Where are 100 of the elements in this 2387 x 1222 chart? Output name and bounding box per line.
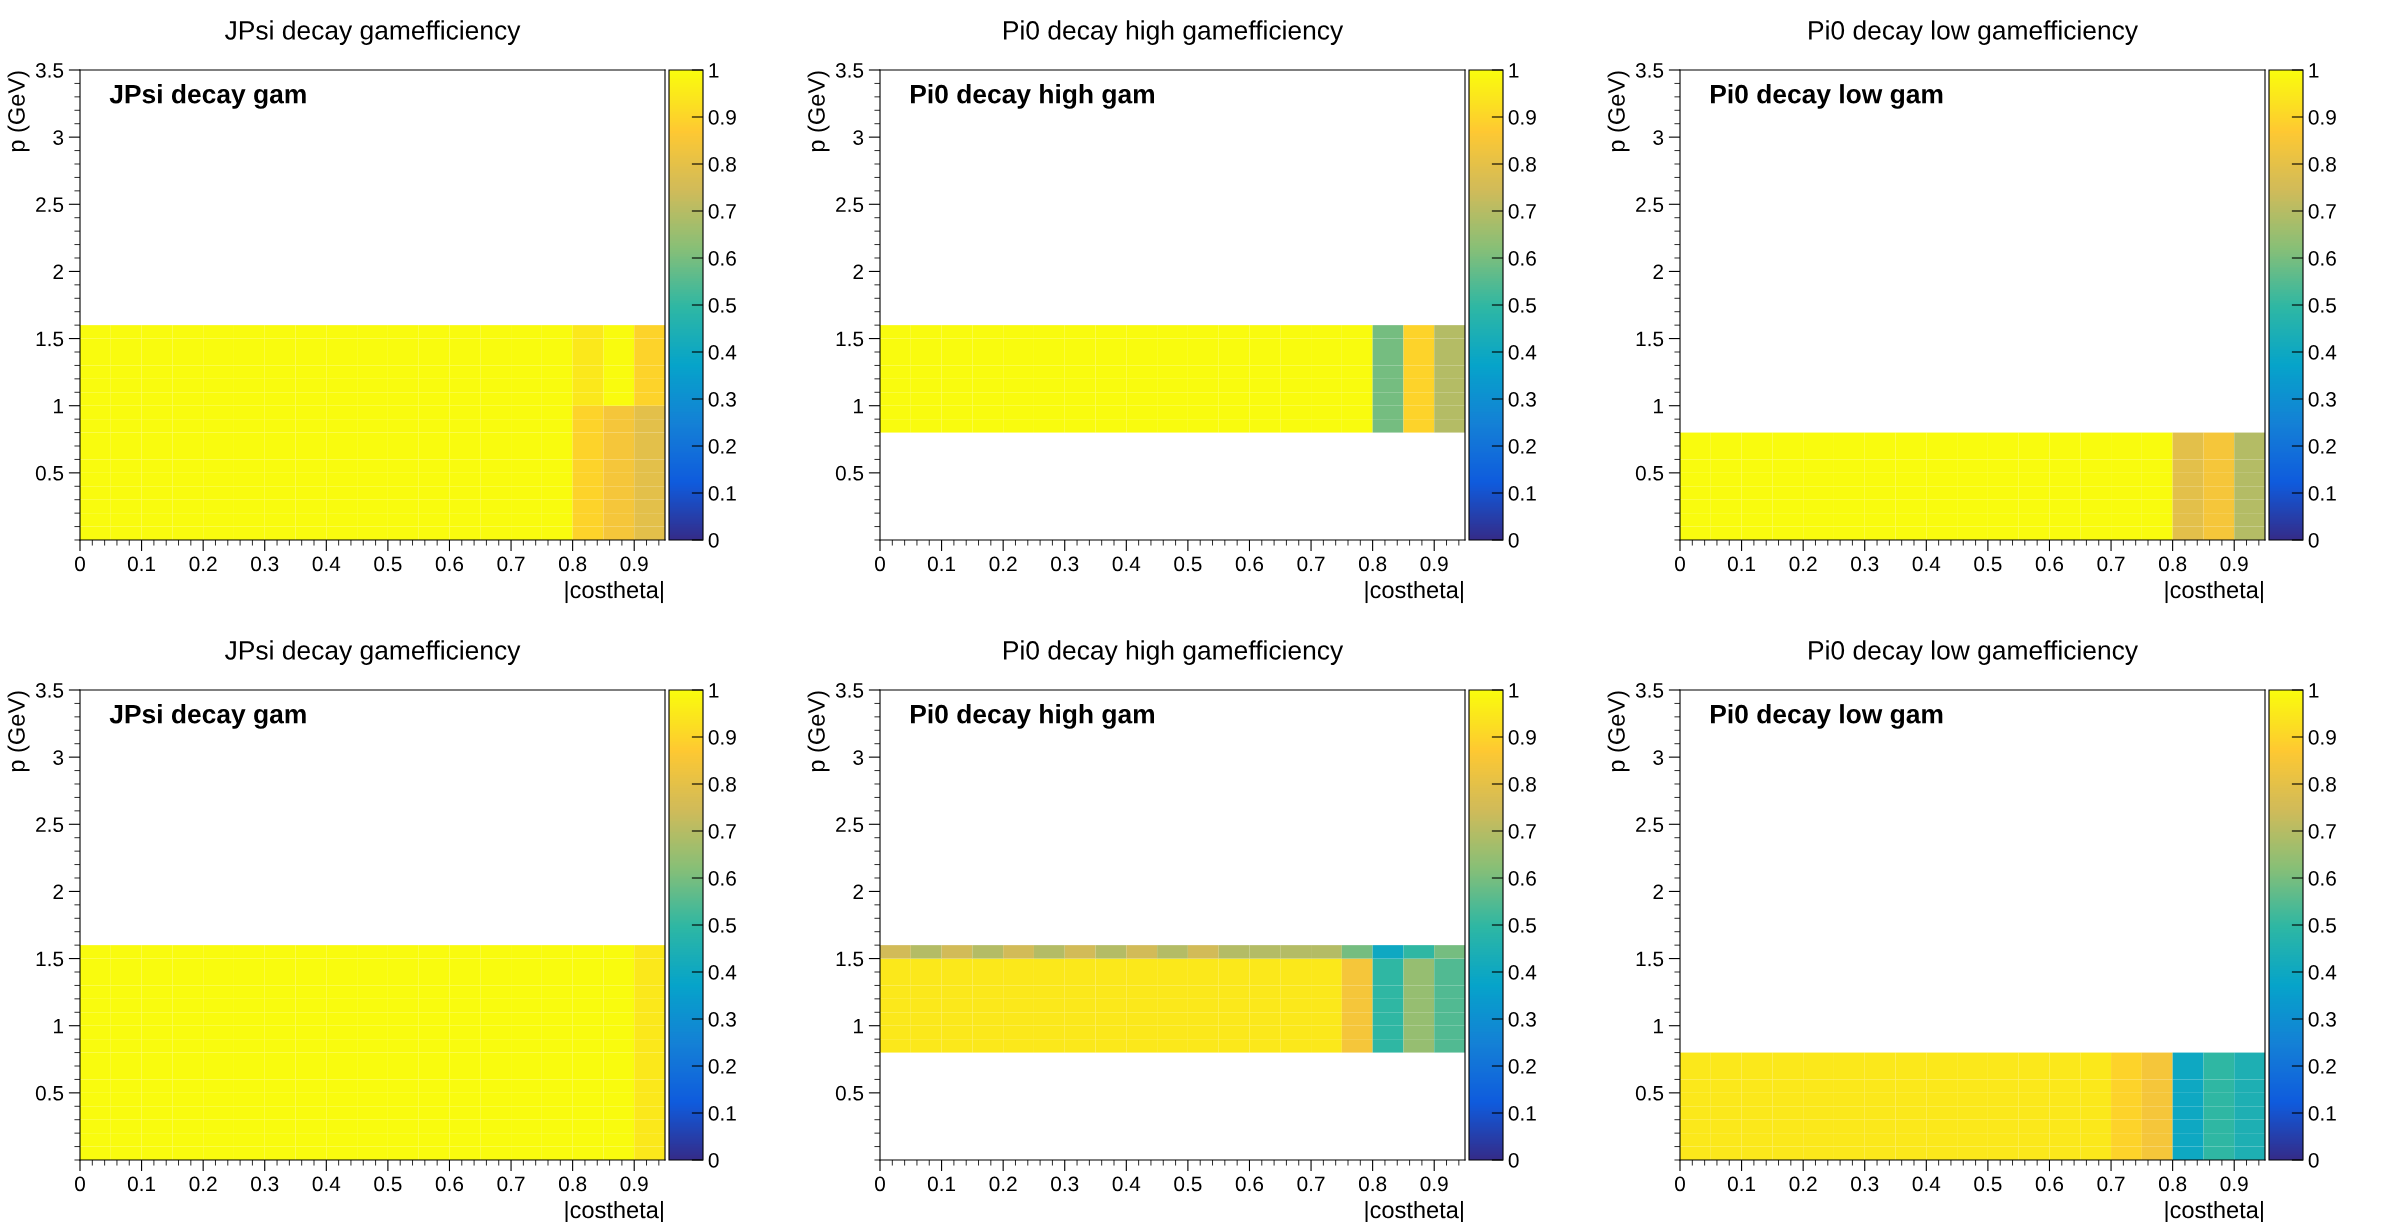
- y-tick-label: 1: [854, 1018, 864, 1034]
- x-tick-label: 0.5: [1974, 556, 2002, 572]
- x-tick-label: 0.3: [251, 1176, 279, 1192]
- color-bar-label: 0: [2308, 1153, 2319, 1168]
- x-tick-label: 0.1: [127, 1176, 156, 1192]
- y-tick-label: 3: [53, 130, 64, 145]
- x-tick-label: 0.3: [1851, 1176, 1879, 1192]
- color-bar-label: 0.2: [1508, 439, 1536, 454]
- color-bar-label: 1: [2309, 683, 2319, 698]
- y-axis-title: p (GeV): [1607, 691, 1630, 772]
- color-bar-label: 0.2: [1508, 1059, 1536, 1074]
- y-tick-label: 2: [53, 264, 63, 279]
- y-tick-label: 3: [53, 750, 64, 765]
- x-tick-label: 0.7: [497, 1176, 525, 1192]
- color-bar-label: 0.4: [2308, 965, 2337, 980]
- x-tick-label: 0.9: [620, 556, 648, 572]
- color-bar-label: 0.7: [2308, 824, 2336, 839]
- y-tick-label: 1: [1654, 1018, 1664, 1034]
- chart-title: Pi0 decay low gamefficiency: [1809, 20, 2138, 45]
- x-tick-label: 0.3: [1851, 556, 1879, 572]
- color-bar-label: 0.6: [708, 871, 736, 886]
- chart-title: JPsi decay gamefficiency: [225, 640, 521, 665]
- color-bar-label: 1: [1509, 683, 1519, 698]
- color-bar-label: 0.6: [708, 251, 736, 266]
- color-bar-label: 0.3: [2308, 392, 2336, 407]
- y-tick-label: 3.5: [1635, 63, 1664, 78]
- x-tick-label: 0.2: [189, 556, 217, 572]
- x-axis-title: |costheta|: [565, 580, 663, 604]
- y-tick-label: 1: [1654, 398, 1664, 414]
- color-bar-label: 0.9: [2308, 730, 2336, 745]
- color-bar-label: 0.1: [1508, 486, 1536, 501]
- color-bar-label: 0.4: [1508, 345, 1537, 360]
- color-bar-label: 0.8: [708, 777, 736, 792]
- x-tick-label: 0.6: [435, 1176, 464, 1192]
- x-tick-label: 0.6: [2035, 556, 2064, 572]
- color-bar-label: 0.1: [708, 486, 736, 501]
- x-tick-label: 0.2: [189, 1176, 217, 1192]
- x-tick-label: 0.6: [435, 556, 464, 572]
- x-tick-label: 0: [875, 1176, 885, 1192]
- color-bar-label: 0.7: [708, 204, 736, 219]
- y-tick-label: 0.5: [1635, 1085, 1664, 1101]
- x-tick-label: 0: [75, 1176, 85, 1192]
- y-axis-title: p (GeV): [7, 691, 30, 772]
- x-tick-label: 0.4: [1112, 556, 1141, 572]
- x-tick-label: 0.6: [2035, 1176, 2064, 1192]
- color-bar-label: 1: [709, 683, 719, 698]
- x-tick-label: 0: [875, 556, 885, 572]
- x-tick-label: 0.1: [927, 1176, 956, 1192]
- x-tick-label: 0.6: [1235, 556, 1264, 572]
- color-bar-label: 0.7: [708, 824, 736, 839]
- color-bar-label: 0.8: [1508, 157, 1536, 172]
- y-axis-title: p (GeV): [1607, 71, 1630, 152]
- color-bar-label: 1: [1509, 63, 1519, 78]
- y-tick-label: 3.5: [1635, 683, 1664, 698]
- x-tick-label: 0: [1675, 1176, 1685, 1192]
- x-tick-label: 0.2: [989, 556, 1017, 572]
- x-tick-label: 0.9: [2220, 1176, 2248, 1192]
- x-tick-label: 0.7: [1297, 556, 1325, 572]
- color-bar-label: 0: [708, 533, 719, 548]
- color-bar-label: 0.5: [1508, 298, 1536, 313]
- y-tick-label: 3.5: [35, 63, 64, 78]
- color-bar-label: 0.8: [1508, 777, 1536, 792]
- color-bar-label: 0: [1508, 533, 1519, 548]
- y-axis-title: p (GeV): [7, 71, 30, 152]
- x-tick-label: 0.4: [1912, 1176, 1941, 1192]
- x-tick-label: 0.8: [2158, 556, 2187, 572]
- y-tick-label: 2: [853, 884, 863, 899]
- x-tick-label: 0.7: [1297, 1176, 1325, 1192]
- color-bar-label: 0.8: [708, 157, 736, 172]
- x-tick-label: 0.3: [1051, 556, 1079, 572]
- y-tick-label: 0.5: [1635, 465, 1664, 481]
- x-tick-label: 0.4: [312, 1176, 341, 1192]
- color-bar-label: 0.4: [2308, 345, 2337, 360]
- x-axis-title: |costheta|: [1365, 580, 1463, 604]
- y-tick-label: 0.5: [835, 1085, 864, 1101]
- color-bar-label: 0.9: [1508, 110, 1536, 125]
- color-bar-label: 0.1: [2308, 486, 2336, 501]
- color-bar-label: 0.3: [2308, 1012, 2336, 1027]
- x-tick-label: 0.5: [374, 556, 402, 572]
- color-bar-label: 1: [2309, 63, 2319, 78]
- x-tick-label: 0.9: [1420, 1176, 1448, 1192]
- y-tick-label: 2.5: [1636, 197, 1664, 213]
- x-tick-label: 0.7: [497, 556, 525, 572]
- color-bar-label: 0.9: [708, 110, 736, 125]
- y-tick-label: 1.5: [1636, 951, 1664, 967]
- chart-title: Pi0 decay high gamefficiency: [1004, 640, 1344, 665]
- color-bar-label: 0.4: [1508, 965, 1537, 980]
- y-tick-label: 3: [853, 130, 864, 145]
- color-bar-label: 0.1: [708, 1106, 736, 1121]
- color-bar-label: 0: [1508, 1153, 1519, 1168]
- x-tick-label: 0.2: [1789, 556, 1817, 572]
- x-tick-label: 0.8: [2158, 1176, 2187, 1192]
- annotation: Pi0 decay low gam: [1711, 84, 1943, 109]
- x-tick-label: 0.5: [1174, 1176, 1202, 1192]
- y-tick-label: 1.5: [836, 331, 864, 347]
- x-tick-label: 0: [1675, 556, 1685, 572]
- color-bar-label: 0.2: [708, 439, 736, 454]
- color-bar-label: 0.7: [2308, 204, 2336, 219]
- annotation: JPsi decay gam: [109, 704, 306, 729]
- x-tick-label: 0.5: [1974, 1176, 2002, 1192]
